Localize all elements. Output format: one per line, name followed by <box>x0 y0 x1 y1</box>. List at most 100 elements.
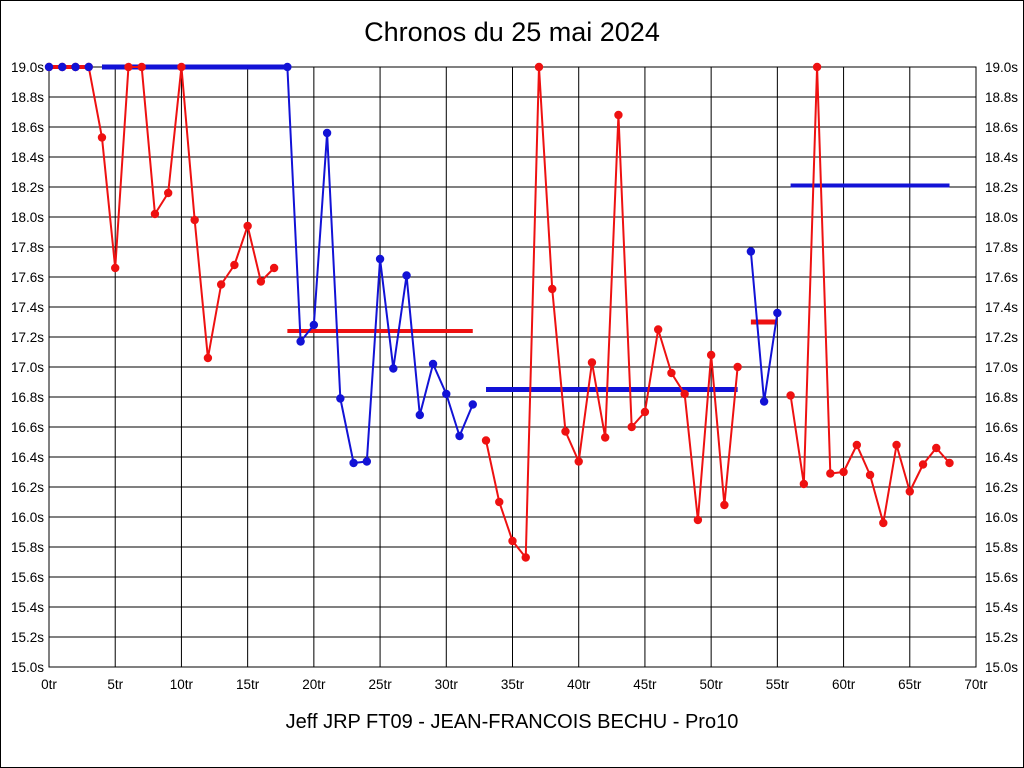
lap-point <box>336 394 345 403</box>
y-tick-label-left: 15.8s <box>11 540 44 555</box>
chart-title: Chronos du 25 mai 2024 <box>364 17 660 47</box>
blue-laps-stint-2-line <box>749 251 779 403</box>
lap-point <box>839 467 848 477</box>
x-tick-label: 0tr <box>41 677 57 692</box>
lap-point <box>362 457 372 466</box>
lap-point <box>322 128 332 138</box>
y-tick-label-left: 16.4s <box>11 450 44 465</box>
red-laps-stint-3 <box>786 62 954 528</box>
y-tick-label-left: 19.0s <box>11 60 44 75</box>
y-tick-label-left: 18.6s <box>11 120 44 135</box>
lap-point <box>534 62 544 72</box>
lap-point <box>283 62 292 72</box>
lap-point <box>521 553 530 562</box>
blue-laps-stint-2 <box>746 247 782 406</box>
y-tick-label-left: 17.6s <box>11 270 44 285</box>
y-tick-label-right: 17.6s <box>985 270 1018 285</box>
y-tick-label-left: 16.6s <box>11 420 44 435</box>
lap-point <box>574 457 583 466</box>
y-tick-label-left: 16.8s <box>11 390 44 405</box>
lap-point <box>627 422 636 432</box>
chart-caption: Jeff JRP FT09 - JEAN-FRANCOIS BECHU - Pr… <box>285 711 739 733</box>
x-tick-label: 30tr <box>435 677 459 692</box>
red-laps-stint-2 <box>481 62 742 562</box>
lap-point <box>561 427 570 436</box>
lap-point <box>389 364 398 373</box>
y-tick-label-right: 16.2s <box>985 480 1018 495</box>
lap-point <box>905 487 914 496</box>
y-tick-label-right: 17.2s <box>985 330 1018 345</box>
y-tick-label-right: 15.6s <box>985 570 1018 585</box>
lap-point <box>746 247 756 256</box>
lap-point <box>587 358 597 367</box>
y-tick-label-right: 18.2s <box>985 180 1018 195</box>
x-tick-label: 25tr <box>368 677 392 692</box>
x-tick-label: 15tr <box>236 677 260 692</box>
x-tick-label: 55tr <box>766 677 790 692</box>
y-tick-label-right: 17.0s <box>985 360 1018 375</box>
axis-labels: 0tr 5tr 10tr 15tr 20tr 25tr 30tr 35tr 40tr 45tr 50… <box>11 60 1018 692</box>
y-tick-label-left: 15.0s <box>11 660 44 675</box>
red-laps-stint-1 <box>44 62 279 363</box>
lap-point <box>852 440 862 450</box>
x-tick-label: 10tr <box>170 677 194 692</box>
lap-point <box>918 460 928 469</box>
lap-point <box>773 308 782 318</box>
lap-point <box>442 389 451 399</box>
lap-point <box>759 397 769 406</box>
x-tick-label: 70tr <box>964 677 988 692</box>
lap-point <box>296 337 305 346</box>
lap-point <box>375 254 385 264</box>
lap-point <box>799 479 809 489</box>
lap-point <box>190 215 199 225</box>
y-tick-label-right: 18.0s <box>985 210 1018 225</box>
y-tick-label-left: 15.2s <box>11 630 44 645</box>
y-tick-label-right: 15.0s <box>985 660 1018 675</box>
lap-point <box>428 359 438 369</box>
lap-point <box>706 350 716 360</box>
lap-point <box>415 410 424 420</box>
plot-border <box>48 66 977 668</box>
lap-point <box>826 469 835 478</box>
y-tick-label-right: 18.4s <box>985 150 1018 165</box>
y-tick-label-left: 17.2s <box>11 330 44 345</box>
y-tick-label-right: 16.4s <box>985 450 1018 465</box>
x-tick-label: 20tr <box>302 677 326 692</box>
blue-start-markers <box>44 62 93 72</box>
y-tick-label-left: 16.0s <box>11 510 44 525</box>
lap-point <box>84 62 93 72</box>
blue-laps-stint-1 <box>283 62 477 468</box>
lap-point <box>945 458 954 468</box>
lap-point <box>548 284 557 294</box>
x-tick-label: 35tr <box>501 677 525 692</box>
y-tick-label-left: 18.4s <box>11 150 44 165</box>
lap-point <box>256 277 266 286</box>
lap-point <box>481 436 491 445</box>
lap-point <box>203 353 213 363</box>
lap-point <box>786 391 795 400</box>
y-tick-label-right: 15.2s <box>985 630 1018 645</box>
lap-point <box>667 368 676 378</box>
y-tick-label-left: 15.6s <box>11 570 44 585</box>
lap-point <box>495 497 504 507</box>
lap-point <box>653 325 663 334</box>
y-tick-label-left: 17.8s <box>11 240 44 255</box>
lap-point <box>680 389 689 399</box>
lap-point <box>216 280 226 289</box>
lap-point <box>269 263 279 273</box>
average-segments <box>49 64 950 392</box>
lap-point <box>97 133 107 142</box>
lap-point <box>892 440 901 450</box>
lap-point <box>879 518 888 528</box>
lap-point <box>137 62 146 72</box>
lap-point <box>58 62 67 72</box>
lap-point <box>349 458 358 468</box>
x-tick-label: 50tr <box>700 677 724 692</box>
y-tick-label-right: 17.4s <box>985 300 1018 315</box>
lap-point <box>932 443 941 453</box>
lap-point <box>865 470 875 480</box>
y-tick-label-left: 16.2s <box>11 480 44 495</box>
y-tick-label-left: 18.0s <box>11 210 44 225</box>
y-tick-label-left: 15.4s <box>11 600 44 615</box>
